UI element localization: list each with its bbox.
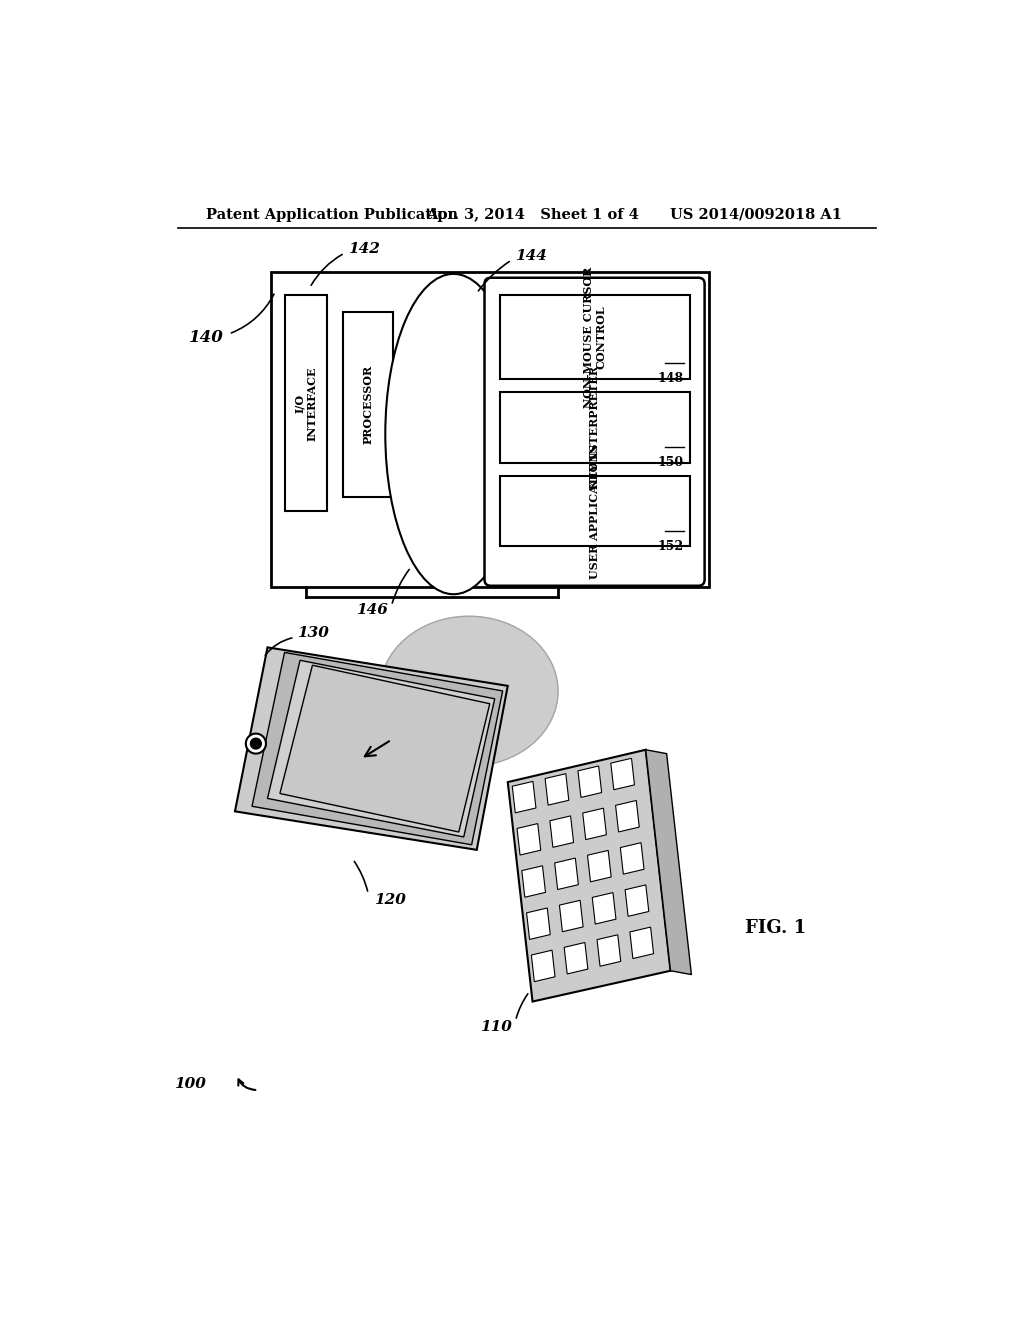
- Polygon shape: [508, 750, 671, 1002]
- Polygon shape: [555, 858, 579, 890]
- Polygon shape: [550, 816, 573, 847]
- Polygon shape: [531, 950, 555, 982]
- Bar: [285, 296, 328, 511]
- Text: Patent Application Publication: Patent Application Publication: [206, 207, 458, 222]
- Ellipse shape: [380, 616, 558, 767]
- Polygon shape: [583, 808, 606, 840]
- Polygon shape: [592, 892, 616, 924]
- Polygon shape: [526, 908, 550, 940]
- Text: 130: 130: [297, 626, 329, 640]
- Polygon shape: [621, 842, 644, 874]
- Text: NON-MOUSE CURSOR
CONTROL: NON-MOUSE CURSOR CONTROL: [583, 267, 607, 408]
- Polygon shape: [252, 652, 503, 845]
- Circle shape: [246, 734, 266, 754]
- Text: 140: 140: [188, 329, 223, 346]
- Polygon shape: [646, 750, 691, 974]
- Text: Apr. 3, 2014   Sheet 1 of 4: Apr. 3, 2014 Sheet 1 of 4: [426, 207, 639, 222]
- Text: 150: 150: [657, 457, 684, 470]
- Polygon shape: [615, 800, 639, 832]
- Polygon shape: [517, 824, 541, 855]
- Bar: [343, 313, 393, 498]
- Polygon shape: [545, 774, 568, 805]
- Text: FIG. 1: FIG. 1: [744, 920, 806, 937]
- Circle shape: [251, 738, 261, 748]
- Text: 100: 100: [174, 1077, 206, 1090]
- Polygon shape: [280, 665, 489, 832]
- Text: 146: 146: [355, 603, 388, 616]
- Polygon shape: [578, 766, 602, 797]
- Ellipse shape: [385, 275, 521, 594]
- Polygon shape: [512, 781, 536, 813]
- Polygon shape: [625, 884, 649, 916]
- Text: 144: 144: [515, 249, 548, 263]
- Text: KEY INTERPRETER: KEY INTERPRETER: [590, 366, 600, 488]
- Polygon shape: [610, 758, 635, 789]
- Polygon shape: [630, 927, 653, 958]
- FancyBboxPatch shape: [484, 277, 705, 586]
- Text: 142: 142: [348, 243, 380, 256]
- Bar: [500, 296, 690, 379]
- Text: US 2014/0092018 A1: US 2014/0092018 A1: [671, 207, 843, 222]
- Text: 110: 110: [480, 1020, 512, 1034]
- Polygon shape: [522, 866, 546, 898]
- Bar: [500, 392, 690, 462]
- Polygon shape: [267, 660, 495, 837]
- Polygon shape: [597, 935, 621, 966]
- Bar: [271, 272, 710, 586]
- Text: 148: 148: [657, 372, 684, 385]
- Polygon shape: [564, 942, 588, 974]
- Polygon shape: [559, 900, 583, 932]
- Bar: [500, 475, 690, 546]
- Text: PROCESSOR: PROCESSOR: [362, 366, 374, 445]
- Polygon shape: [588, 850, 611, 882]
- Text: USER APPLICATIONS: USER APPLICATIONS: [590, 444, 600, 578]
- Text: 120: 120: [375, 892, 407, 907]
- Text: 152: 152: [657, 540, 684, 553]
- Polygon shape: [234, 647, 508, 850]
- Text: I/O
INTERFACE: I/O INTERFACE: [294, 366, 317, 441]
